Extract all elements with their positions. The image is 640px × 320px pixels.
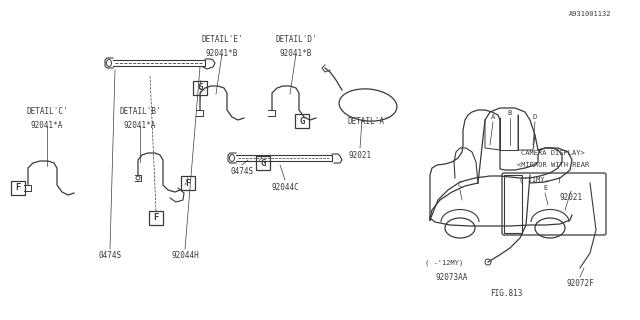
Text: G: G <box>300 116 305 125</box>
Text: 92021: 92021 <box>559 194 582 203</box>
Text: DETAIL'D': DETAIL'D' <box>275 36 317 44</box>
Text: A: A <box>491 114 495 120</box>
Text: DETAIL'C': DETAIL'C' <box>26 108 68 116</box>
Text: A931001132: A931001132 <box>569 11 611 17</box>
Text: 92044C: 92044C <box>271 182 299 191</box>
Text: B: B <box>508 110 512 116</box>
Bar <box>149 211 163 225</box>
Bar <box>295 114 309 128</box>
Text: CAMERA DISPLAY>: CAMERA DISPLAY> <box>521 150 585 156</box>
Bar <box>193 81 207 95</box>
Text: DETAIL'A': DETAIL'A' <box>347 117 389 126</box>
Text: 92041*A: 92041*A <box>31 122 63 131</box>
Text: 92044H: 92044H <box>171 252 199 260</box>
Bar <box>11 181 25 195</box>
Bar <box>256 156 270 170</box>
Bar <box>504 175 522 233</box>
Text: FIG.813: FIG.813 <box>490 290 522 299</box>
Text: D: D <box>533 114 537 120</box>
Text: 0474S: 0474S <box>230 167 253 177</box>
Text: C: C <box>458 182 462 188</box>
Bar <box>181 176 195 190</box>
Text: ( -'12MY): ( -'12MY) <box>425 260 463 266</box>
Text: F: F <box>15 183 20 193</box>
Text: G: G <box>197 84 203 92</box>
Text: E: E <box>543 185 547 191</box>
Text: 0474S: 0474S <box>99 252 122 260</box>
Text: F: F <box>186 179 191 188</box>
Text: 92073AA: 92073AA <box>436 274 468 283</box>
Text: DETAIL'B': DETAIL'B' <box>119 108 161 116</box>
Text: 92041*B: 92041*B <box>206 50 238 59</box>
Text: 92072F: 92072F <box>566 279 594 289</box>
Text: G: G <box>260 158 266 167</box>
Text: 92021: 92021 <box>348 150 372 159</box>
Text: 92041*A: 92041*A <box>124 122 156 131</box>
Text: DETAIL'E': DETAIL'E' <box>201 36 243 44</box>
Text: 92041*B: 92041*B <box>280 50 312 59</box>
Text: F: F <box>154 213 159 222</box>
Text: ('11MY-  ): ('11MY- ) <box>519 177 561 183</box>
Text: <MIRROR WITH REAR: <MIRROR WITH REAR <box>517 162 589 168</box>
